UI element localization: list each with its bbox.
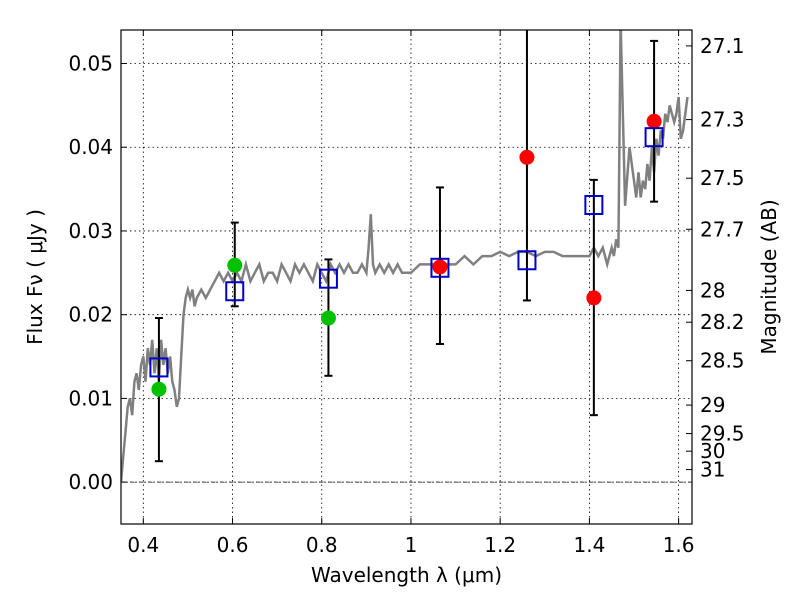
data-point-square: [318, 268, 338, 289]
model-spectrum-line: [121, 30, 689, 483]
y-tick-label: 0.01: [68, 386, 113, 410]
data-markers: [149, 113, 664, 397]
x-tick-label: 1.6: [663, 533, 695, 557]
plot-frame: [120, 29, 693, 525]
mag-tick-label: 27.1: [700, 34, 745, 58]
mag-tick-label: 28.2: [700, 310, 745, 334]
data-point-square: [584, 194, 604, 215]
mag-tick-label: 29: [700, 393, 725, 417]
x-tick-label: 0.4: [127, 533, 159, 557]
data-point-square: [225, 281, 245, 302]
mag-tick-label: 27.5: [700, 166, 745, 190]
data-point-circle: [227, 257, 243, 273]
data-point-square: [644, 127, 664, 148]
data-point-circle: [151, 381, 167, 397]
mag-tick-label: 29.5: [700, 422, 745, 446]
axis-ticks: 0.4 0.6 0.8 1 1.2 1.4 1.6 0.00 0.01 0.02 0.03 0.04 0…: [68, 30, 745, 557]
x-tick-label: 1.2: [484, 533, 516, 557]
y-tick-label: 0.03: [68, 219, 113, 243]
mag-tick-label: 27.7: [700, 217, 745, 241]
data-point-square: [430, 257, 450, 278]
mag-tick-label: 28.5: [700, 349, 745, 373]
x-tick-label: 0.6: [217, 533, 249, 557]
mag-tick-label: 28: [700, 278, 725, 302]
y-tick-label: 0.05: [68, 51, 113, 75]
y-axis-label: Flux Fν ( μJy ): [23, 209, 47, 345]
x-tick-label: 1: [405, 533, 418, 557]
y2-axis-label: Magnitude (AB): [757, 199, 781, 354]
data-point-square: [149, 357, 169, 378]
y-tick-label: 0.04: [68, 135, 113, 159]
y-tick-label: 0.02: [68, 303, 113, 327]
x-axis-label: Wavelength λ (μm): [311, 563, 502, 587]
error-bars: [154, 30, 659, 463]
data-point-circle: [586, 290, 602, 306]
data-point-circle: [646, 113, 662, 129]
grid: [121, 30, 692, 524]
mag-tick-label: 31: [700, 458, 725, 482]
data-point-square: [517, 250, 537, 271]
y-tick-label: 0.00: [68, 470, 113, 494]
x-tick-label: 1.4: [573, 533, 605, 557]
data-point-circle: [519, 149, 535, 165]
data-point-circle: [320, 310, 336, 326]
data-point-circle: [432, 259, 448, 275]
x-tick-label: 0.8: [306, 533, 338, 557]
mag-tick-label: 27.3: [700, 108, 745, 132]
mag-tick-label: 30: [700, 439, 725, 463]
model-spectrum: [121, 30, 689, 483]
